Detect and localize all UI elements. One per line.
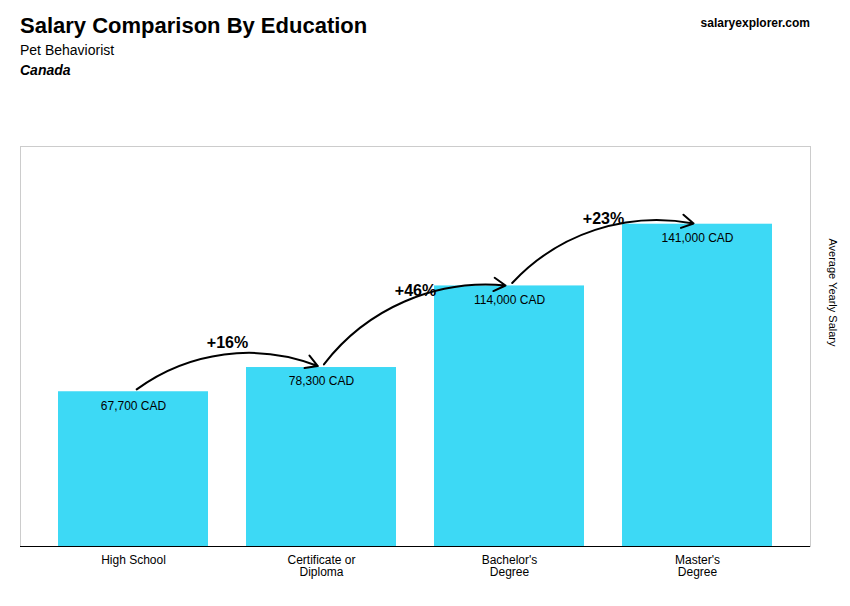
html-text:Canada: Canada xyxy=(20,62,71,78)
svg-text:Certificate orDiploma: Certificate orDiploma xyxy=(287,553,355,579)
svg-text:+16%: +16% xyxy=(207,334,248,351)
svg-text:Average Yearly Salary: Average Yearly Salary xyxy=(827,238,839,347)
svg-text:Master'sDegree: Master'sDegree xyxy=(675,553,720,579)
svg-text:High School: High School xyxy=(101,553,166,567)
svg-text:67,700 CAD: 67,700 CAD xyxy=(101,399,167,413)
svg-text:Bachelor'sDegree: Bachelor'sDegree xyxy=(482,553,538,579)
svg-text:+46%: +46% xyxy=(395,282,436,299)
html-text:salaryexplorer.com: salaryexplorer.com xyxy=(700,16,810,30)
svg-text:141,000 CAD: 141,000 CAD xyxy=(661,231,733,245)
svg-text:114,000 CAD: 114,000 CAD xyxy=(474,293,545,307)
html-text:Pet Behaviorist: Pet Behaviorist xyxy=(20,42,115,58)
svg-text:78,300 CAD: 78,300 CAD xyxy=(289,374,355,388)
html-text:Salary Comparison By Education: Salary Comparison By Education xyxy=(20,13,368,38)
svg-text:+23%: +23% xyxy=(583,210,624,227)
